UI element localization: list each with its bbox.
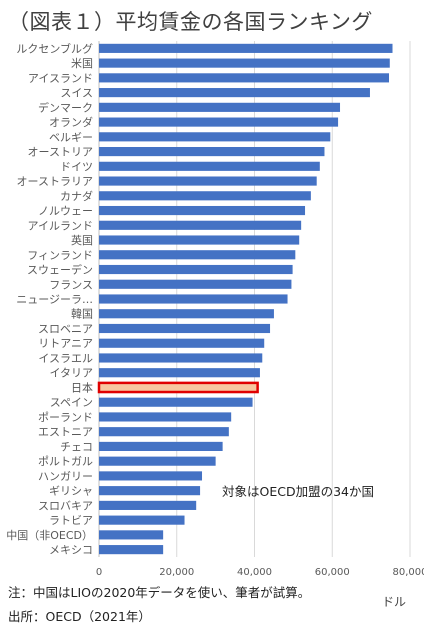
chart-annotation: 対象はOECD加盟の34か国 <box>222 484 374 499</box>
category-label: スイス <box>60 87 93 100</box>
bar <box>99 545 164 555</box>
category-label: リトアニア <box>38 337 93 350</box>
category-label: フィンランド <box>27 249 93 262</box>
category-label: イスラエル <box>38 352 93 365</box>
bar <box>99 486 201 496</box>
bar <box>99 250 296 260</box>
category-label: ドイツ <box>60 160 93 173</box>
category-label: チェコ <box>60 440 93 453</box>
bar <box>99 338 265 348</box>
bar <box>99 500 197 510</box>
bar-highlighted <box>97 381 259 394</box>
bar <box>99 309 274 319</box>
bar <box>99 147 325 157</box>
bar <box>99 412 232 422</box>
bar <box>99 161 320 171</box>
bar <box>99 353 263 363</box>
category-label: フランス <box>49 278 93 291</box>
source-note: 出所：OECD（2021年） <box>8 609 151 624</box>
category-label: スロバキア <box>38 499 93 512</box>
bar <box>99 279 292 289</box>
bar <box>99 191 311 201</box>
bar <box>99 456 216 466</box>
bar <box>99 471 203 481</box>
category-label: スペイン <box>50 396 93 409</box>
bar <box>99 132 331 142</box>
x-axis-label: ドル <box>382 595 406 609</box>
category-label: 英国 <box>71 233 93 247</box>
category-label: スウェーデン <box>27 263 93 277</box>
bar <box>99 73 390 83</box>
category-label: デンマーク <box>38 100 93 114</box>
footnote: 注：中国はLIOの2020年データを使い、筆者が試算。 <box>8 585 311 600</box>
bar <box>99 441 223 451</box>
x-tick-label: 60,000 <box>315 567 350 578</box>
x-tick-label: 0 <box>96 567 102 578</box>
bar <box>99 427 229 437</box>
bar <box>99 176 317 186</box>
category-label: メキシコ <box>49 544 93 557</box>
category-label: オランダ <box>49 115 93 129</box>
category-label: アイルランド <box>28 219 93 232</box>
category-label: ポーランド <box>38 411 93 424</box>
bar <box>99 323 271 334</box>
x-tick-label: 80,000 <box>393 567 424 578</box>
category-label: 韓国 <box>71 308 93 321</box>
x-tick-label: 40,000 <box>237 567 272 578</box>
category-label: ポルトガル <box>38 455 93 468</box>
category-label: カナダ <box>60 189 93 203</box>
chart-title: （図表１）平均賃金の各国ランキング <box>8 10 373 34</box>
category-label: オーストリア <box>28 146 93 159</box>
bar <box>99 530 164 540</box>
category-label: ギリシャ <box>49 485 93 498</box>
bar <box>99 397 253 407</box>
bar <box>99 220 302 230</box>
bar <box>99 102 341 112</box>
category-label: スロベニア <box>38 322 93 335</box>
category-label: 日本 <box>71 380 93 394</box>
category-label: ノルウェー <box>38 205 93 218</box>
bar <box>99 205 306 216</box>
bar <box>99 515 185 525</box>
category-label: アイスランド <box>28 72 93 85</box>
category-label: ラトビア <box>49 514 93 527</box>
category-label: ニュージーラ… <box>16 293 93 306</box>
bar <box>99 117 339 127</box>
category-label: エストニア <box>38 426 93 439</box>
bar <box>99 88 370 98</box>
category-label: 中国（非OECD） <box>6 529 93 542</box>
bar <box>99 235 300 245</box>
bar <box>99 264 293 275</box>
x-tick-label: 20,000 <box>159 567 194 578</box>
category-label: ベルギー <box>49 131 93 144</box>
bar <box>99 294 288 304</box>
category-label: オーストラリア <box>17 175 93 188</box>
bar <box>99 43 393 53</box>
category-label: 米国 <box>71 57 93 70</box>
bar <box>99 58 390 68</box>
category-label: ルクセンブルグ <box>16 41 93 55</box>
category-label: イタリア <box>49 367 93 380</box>
category-label: ハンガリー <box>38 470 93 483</box>
bar <box>99 368 260 378</box>
